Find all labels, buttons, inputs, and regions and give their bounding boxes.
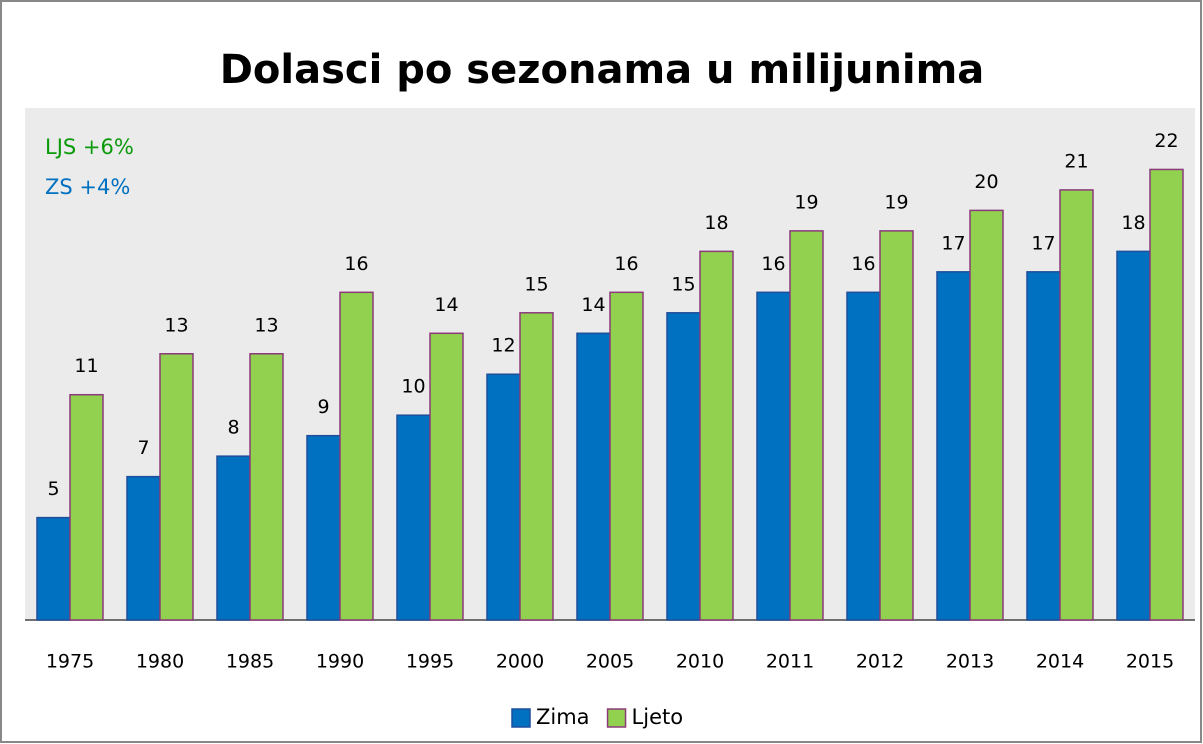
data-label: 18 — [1121, 212, 1145, 234]
x-tick-label: 2012 — [856, 651, 904, 673]
bar — [396, 414, 431, 621]
data-label: 16 — [851, 253, 875, 275]
bar — [699, 250, 734, 621]
data-label: 17 — [1031, 232, 1055, 254]
bar — [609, 291, 644, 621]
data-label: 16 — [614, 253, 638, 275]
bar — [1116, 250, 1151, 621]
annotation: ZS +4% — [45, 175, 130, 199]
bar — [159, 353, 194, 621]
bar — [1026, 271, 1061, 621]
bar — [126, 475, 161, 621]
x-tick-label: 2011 — [766, 651, 814, 673]
chart-title: Dolasci po sezonama u milijunima — [220, 47, 985, 93]
data-label: 21 — [1064, 150, 1088, 172]
data-label: 12 — [491, 335, 515, 357]
bar — [249, 353, 284, 621]
data-label: 11 — [74, 355, 98, 377]
bar — [1059, 189, 1094, 621]
bar — [486, 373, 521, 621]
x-tick-label: 1975 — [46, 651, 94, 673]
data-label: 5 — [47, 478, 59, 500]
bar — [36, 516, 71, 621]
data-label: 19 — [794, 191, 818, 213]
x-tick-label: 1985 — [226, 651, 274, 673]
data-label: 15 — [671, 273, 695, 295]
data-label: 22 — [1154, 130, 1178, 152]
data-label: 20 — [974, 171, 998, 193]
data-label: 10 — [401, 376, 425, 398]
data-label: 17 — [941, 232, 965, 254]
bar — [306, 434, 341, 621]
bar — [969, 209, 1004, 621]
x-tick-label: 2014 — [1036, 651, 1084, 673]
data-label: 8 — [227, 417, 239, 439]
bar — [756, 291, 791, 621]
data-label: 16 — [761, 253, 785, 275]
legend-swatch — [606, 708, 627, 728]
bar — [789, 230, 824, 621]
x-tick-label: 2013 — [946, 651, 994, 673]
data-label: 14 — [434, 294, 458, 316]
legend-swatch — [511, 708, 531, 728]
bar — [519, 312, 554, 621]
x-tick-label: 1990 — [316, 651, 364, 673]
bar — [666, 312, 701, 621]
data-label: 13 — [164, 314, 188, 336]
bar — [429, 332, 464, 621]
x-tick-label: 2005 — [586, 651, 634, 673]
data-label: 15 — [524, 273, 548, 295]
x-tick-label: 2000 — [496, 651, 544, 673]
x-tick-label: 2015 — [1126, 651, 1174, 673]
legend-label: Ljeto — [632, 705, 684, 729]
legend-label: Zima — [536, 705, 590, 729]
data-label: 16 — [344, 253, 368, 275]
bar — [339, 291, 374, 621]
bar — [846, 291, 881, 621]
bar — [576, 332, 611, 621]
x-tick-label: 2010 — [676, 651, 724, 673]
data-label: 7 — [137, 437, 149, 459]
data-label: 18 — [704, 212, 728, 234]
data-label: 9 — [317, 396, 329, 418]
bar — [1149, 168, 1184, 621]
x-tick-label: 1995 — [406, 651, 454, 673]
data-label: 13 — [254, 314, 278, 336]
x-tick-label: 1980 — [136, 651, 184, 673]
data-label: 14 — [581, 294, 605, 316]
bar — [936, 271, 971, 621]
annotation: LJS +6% — [45, 135, 134, 159]
bar — [879, 230, 914, 621]
bar — [69, 393, 104, 621]
bar — [216, 455, 251, 621]
data-label: 19 — [884, 191, 908, 213]
